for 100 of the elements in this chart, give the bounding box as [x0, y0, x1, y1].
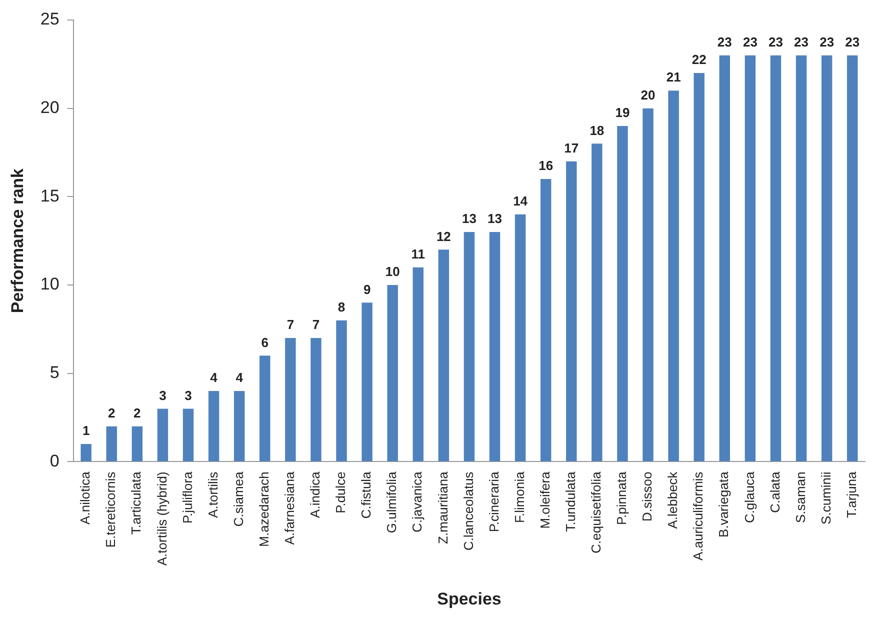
x-tick-label: C.fistula: [358, 470, 374, 519]
x-tick-label: B.variegata: [716, 470, 732, 538]
data-label: 17: [564, 140, 579, 156]
data-label: 14: [513, 193, 528, 208]
x-tick-label: T.articulata: [128, 470, 144, 535]
x-axis-title: Species: [437, 589, 502, 608]
bar: [642, 108, 654, 462]
data-label: 1: [82, 423, 90, 438]
bar: [847, 55, 858, 462]
data-label: 18: [590, 122, 604, 138]
data-label: 23: [768, 34, 783, 50]
data-label: 3: [184, 388, 192, 403]
y-tick-label: 10: [40, 274, 60, 294]
data-label: 13: [462, 211, 476, 226]
data-label: 13: [488, 211, 502, 226]
x-tick-label: F.limonia: [512, 470, 527, 523]
data-label: 4: [236, 370, 244, 386]
x-tick-label: M.oleifera: [537, 470, 552, 529]
data-label: 2: [108, 405, 116, 420]
x-tick-label: D.sissoo: [640, 472, 655, 522]
bar: [566, 161, 577, 462]
y-tick-label: 5: [50, 363, 60, 382]
data-label: 16: [538, 158, 554, 174]
x-tick-label: A.auriculiformis: [690, 471, 706, 561]
x-tick-label: A.indica: [308, 470, 323, 518]
data-label: 20: [640, 87, 656, 102]
data-label: 4: [210, 370, 218, 386]
data-label: 10: [385, 264, 400, 280]
bar: [260, 356, 270, 462]
data-label: 6: [261, 334, 268, 350]
data-label: 23: [742, 34, 758, 50]
x-tick-label: A.nilotica: [78, 470, 93, 524]
x-tick-label: C.equisetifolia: [588, 470, 604, 554]
x-tick-label: G.ulmifolia: [384, 470, 400, 534]
x-tick-label: C.alata: [767, 470, 782, 513]
data-label: 9: [363, 282, 371, 297]
bar: [464, 232, 475, 462]
y-axis-title: Performance rank: [8, 168, 27, 314]
bar: [362, 302, 372, 462]
bar: [770, 55, 782, 462]
bar: [617, 126, 628, 462]
x-tick-label: E.tereticornis: [103, 471, 118, 548]
bar: [821, 55, 832, 462]
bar: [132, 426, 143, 462]
x-tick-label: S.saman: [792, 472, 808, 524]
x-tick-label: A.lebbeck: [665, 471, 680, 529]
bar: [668, 90, 679, 462]
x-tick-label: P.pinnata: [614, 470, 630, 525]
data-label: 21: [666, 70, 681, 85]
bar: [719, 55, 730, 462]
bar: [694, 73, 704, 462]
bar: [514, 214, 526, 462]
bar: [796, 55, 807, 462]
data-label: 23: [820, 34, 834, 50]
bar: [208, 391, 220, 462]
bar: [438, 250, 450, 462]
bar: [744, 55, 756, 462]
bar: [157, 408, 168, 462]
x-tick-label: P.cineraria: [486, 470, 502, 532]
data-label: 8: [338, 299, 346, 314]
x-tick-label: A.tortilis (hybrid): [154, 472, 170, 566]
x-tick-label: A.farnesiana: [282, 470, 297, 545]
x-tick-label: M.azedarach: [256, 472, 272, 547]
bar: [285, 338, 296, 462]
x-tick-label: C.javanica: [410, 470, 425, 532]
bar: [336, 320, 347, 462]
bar: [310, 338, 322, 462]
x-tick-label: C.siamea: [230, 470, 246, 527]
bar: [182, 408, 194, 462]
bar: [234, 391, 245, 462]
data-label: 2: [134, 405, 141, 420]
data-label: 12: [436, 228, 451, 244]
y-tick-label: 15: [40, 186, 60, 206]
bar: [489, 232, 500, 462]
data-label: 7: [286, 317, 294, 332]
x-tick-label: C.lanceolatus: [460, 471, 476, 550]
data-label: 19: [615, 105, 630, 120]
data-label: 7: [312, 317, 320, 332]
y-tick-label: 25: [40, 10, 60, 29]
bar: [387, 285, 398, 462]
bar: [540, 179, 552, 462]
data-label: 22: [692, 52, 706, 68]
bar: [106, 426, 117, 462]
x-tick-label: P.juliflora: [180, 470, 195, 524]
bar: [412, 267, 424, 462]
bar: [80, 444, 92, 462]
x-tick-label: C.glauca: [742, 470, 757, 524]
data-label: 11: [411, 246, 426, 262]
data-label: 23: [794, 34, 809, 50]
y-tick-label: 0: [50, 451, 60, 470]
x-tick-label: A.tortilis: [205, 471, 220, 518]
data-label: 23: [845, 34, 860, 50]
x-tick-label: P.dulce: [333, 472, 348, 514]
y-tick-label: 20: [40, 98, 60, 118]
data-label: 3: [159, 388, 166, 403]
x-tick-label: Z.mauritiana: [435, 470, 450, 544]
x-tick-label: T.undulata: [562, 470, 578, 532]
x-tick-label: S.cuminii: [818, 472, 834, 524]
bar: [592, 144, 602, 462]
x-tick-label: T.arjuna: [844, 470, 859, 518]
